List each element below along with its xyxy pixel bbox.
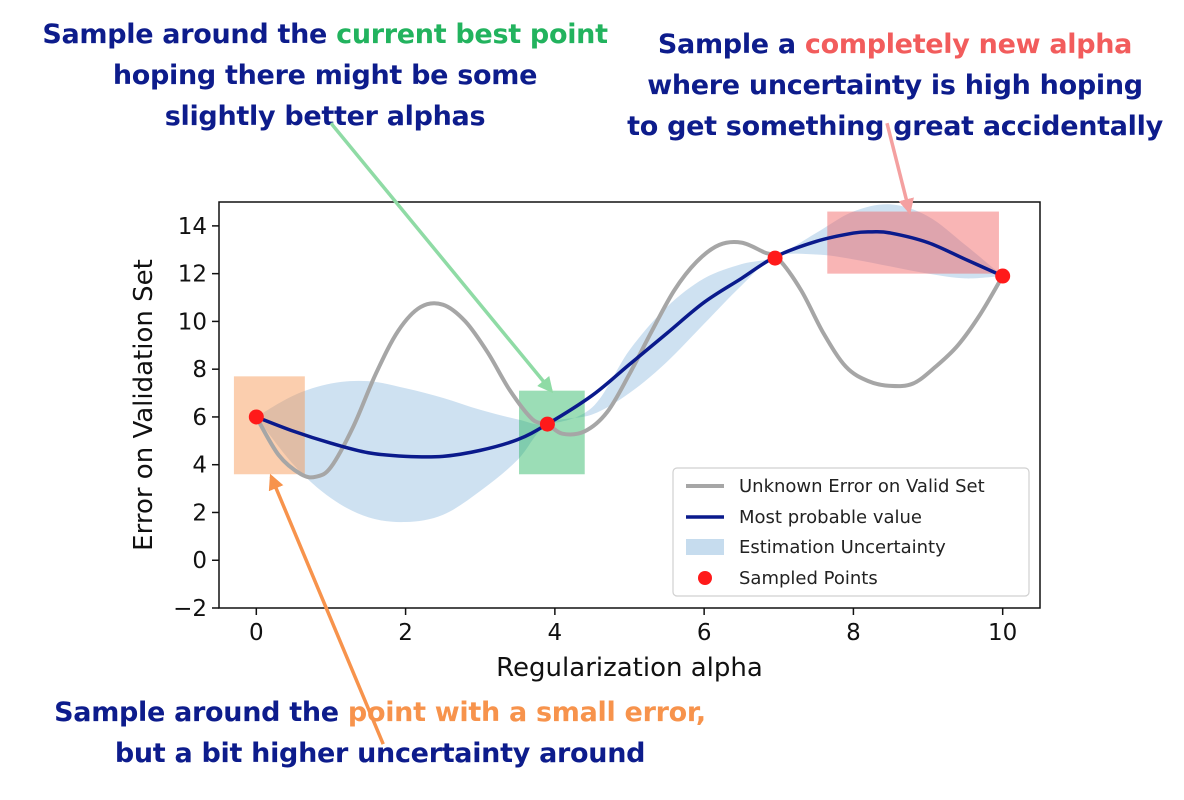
x-tick-label: 4 xyxy=(548,620,563,646)
legend-uncertainty-label: Estimation Uncertainty xyxy=(739,537,946,558)
legend-sampled-label: Sampled Points xyxy=(739,568,878,589)
callout-small-line1: Sample around the point with a small err… xyxy=(30,692,730,733)
legend-probable-label: Most probable value xyxy=(739,507,922,528)
y-axis-label: Error on Validation Set xyxy=(129,259,159,551)
annotation-arrows-layer xyxy=(268,122,914,745)
callout-new-line2: where uncertainty is high hoping xyxy=(647,70,1143,101)
y-tick-label: 6 xyxy=(192,405,207,431)
x-tick-label: 8 xyxy=(846,620,861,646)
callout-best-point: Sample around the current best point hop… xyxy=(20,14,630,137)
callout-new-line3: to get something great accidentally xyxy=(627,111,1163,142)
legend: Unknown Error on Valid Set Most probable … xyxy=(672,467,1030,597)
y-tick-label: 10 xyxy=(178,309,207,335)
best-point-arrow xyxy=(329,122,554,394)
x-tick-label: 2 xyxy=(398,620,413,646)
small-error-arrow xyxy=(268,473,385,745)
axes-layer: 0 2 4 6 8 10 −2 0 2 4 6 8 10 12 14 Regularization alpha… xyxy=(129,201,1041,683)
x-axis-label: Regularization alpha xyxy=(496,653,763,683)
x-tick-label: 10 xyxy=(988,620,1017,646)
sampled-point-2 xyxy=(539,416,555,432)
new-alpha-arrow xyxy=(885,122,914,215)
x-tick-label: 0 xyxy=(249,620,264,646)
callout-best-line2: hoping there might be some xyxy=(112,60,538,91)
callout-new-line1: Sample a completely new alpha xyxy=(610,24,1180,65)
callout-best-line3: slightly better alphas xyxy=(164,101,486,132)
unknown-error-line xyxy=(254,239,1005,480)
legend-unknown-label: Unknown Error on Valid Set xyxy=(739,476,985,497)
callout-new-alpha: Sample a completely new alpha where unce… xyxy=(610,24,1180,147)
sampled-point-1 xyxy=(248,409,264,425)
callout-best-line1: Sample around the current best point xyxy=(20,14,630,55)
small-error-region xyxy=(233,376,305,475)
legend-sampled-swatch xyxy=(698,571,712,585)
sampled-points-layer xyxy=(248,250,1011,432)
callout-small-line2: but a bit higher uncertainty around xyxy=(114,738,646,769)
callout-best-highlight: current best point xyxy=(336,19,608,50)
y-tick-label: 12 xyxy=(178,262,207,288)
callout-small-error: Sample around the point with a small err… xyxy=(30,692,730,774)
callout-small-prefix: Sample around the xyxy=(54,697,348,728)
y-tick-label: 4 xyxy=(192,453,207,479)
y-tick-label: 14 xyxy=(178,214,207,240)
x-tick-label: 6 xyxy=(697,620,712,646)
most-probable-line xyxy=(254,230,1005,459)
plot-frame xyxy=(218,201,1041,609)
callout-new-highlight: completely new alpha xyxy=(804,29,1133,60)
y-tick-label: 2 xyxy=(192,500,207,526)
y-tick-label: −2 xyxy=(173,596,207,622)
legend-box xyxy=(672,467,1030,597)
legend-uncertainty-swatch xyxy=(686,539,724,555)
callout-small-highlight: point with a small error, xyxy=(347,697,706,728)
callout-best-prefix: Sample around the xyxy=(42,19,337,50)
sampled-point-3 xyxy=(767,250,783,266)
callout-new-prefix: Sample a xyxy=(657,29,805,60)
sampled-point-4 xyxy=(995,268,1011,284)
y-tick-label: 8 xyxy=(192,357,207,383)
series-lines-layer xyxy=(254,230,1005,480)
y-tick-label: 0 xyxy=(192,548,207,574)
